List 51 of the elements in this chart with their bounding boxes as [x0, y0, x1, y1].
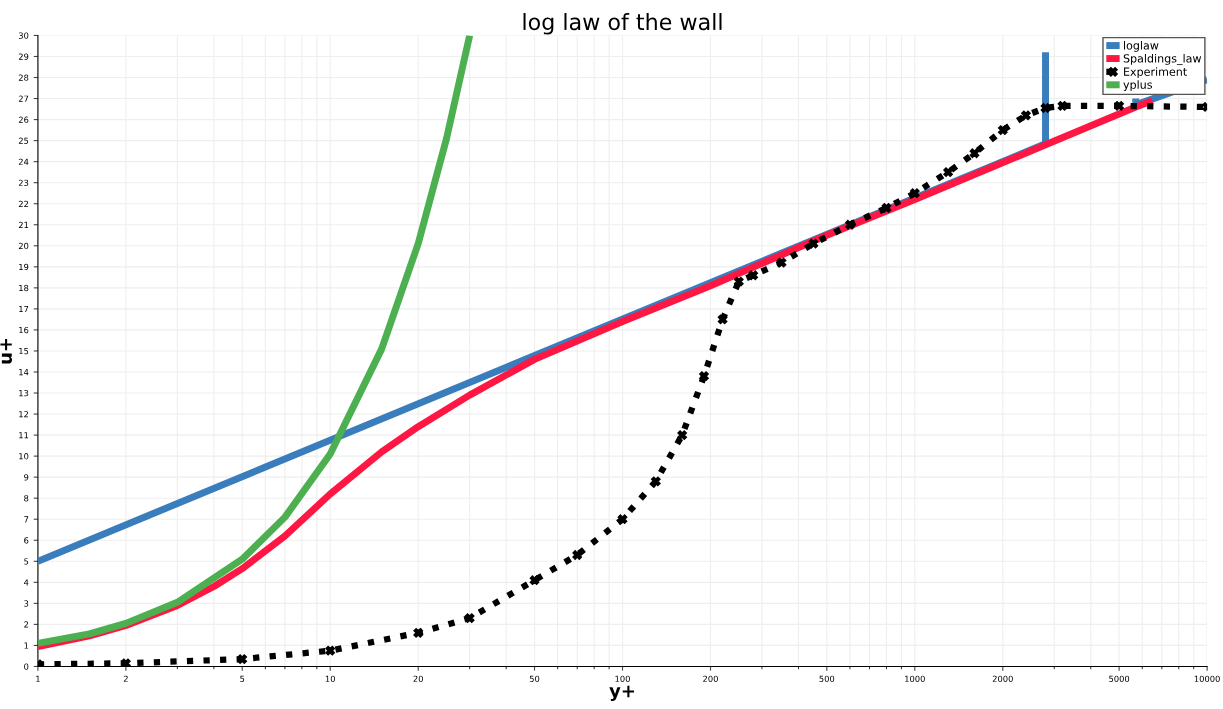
y-tick-label: 9 [24, 474, 29, 481]
y-tick-label: 3 [24, 600, 29, 607]
y-tick-label: 7 [24, 516, 29, 523]
legend-label: Experiment [1124, 67, 1187, 79]
y-tick-label: 11 [19, 432, 29, 439]
y-tick-label: 27 [18, 95, 29, 102]
y-tick-label: 30 [18, 32, 29, 39]
y-tick-label: 21 [18, 221, 29, 228]
legend-label: loglaw [1124, 41, 1159, 52]
y-tick-label: 2 [24, 621, 29, 628]
x-tick-label: 2000 [992, 675, 1013, 682]
y-tick-label: 8 [24, 495, 29, 502]
x-tick-label: 10 [325, 675, 335, 682]
y-tick-label: 26 [18, 116, 29, 123]
x-tick-label: 1 [36, 675, 40, 682]
y-tick-label: 4 [23, 579, 29, 586]
y-tick-label: 15 [19, 348, 29, 355]
chart-title: log law of the wall [523, 13, 722, 35]
y-tick-label: 23 [18, 179, 29, 186]
y-tick-label: 12 [19, 411, 29, 418]
y-tick-label: 0 [24, 663, 29, 670]
y-tick-label: 22 [18, 200, 29, 207]
legend-label: yplus [1123, 80, 1152, 91]
y-tick-label: 24 [18, 158, 29, 165]
y-axis-title: u+ [0, 338, 13, 364]
y-tick-label: 5 [24, 558, 29, 565]
x-tick-label: 20 [413, 675, 423, 682]
x-axis-title: y+ [609, 685, 635, 702]
x-tick-label: 2 [123, 675, 128, 682]
x-tick-label: 5000 [1109, 675, 1130, 682]
y-tick-label: 16 [19, 326, 29, 334]
y-tick-label: 6 [24, 537, 29, 544]
y-tick-label: 29 [18, 53, 29, 60]
y-tick-label: 1 [24, 642, 29, 649]
x-tick-label: 200 [703, 675, 718, 682]
y-tick-label: 17 [19, 305, 29, 313]
y-tick-label: 20 [18, 242, 29, 250]
y-tick-label: 14 [19, 369, 29, 376]
y-tick-label: 10 [19, 453, 29, 460]
x-tick-label: 100 [615, 675, 630, 682]
legend-label: Spaldings_law [1123, 53, 1202, 66]
y-tick-label: 18 [19, 284, 29, 292]
x-tick-label: 5 [240, 675, 245, 682]
x-tick-label: 1000 [905, 675, 925, 682]
y-tick-label: 19 [19, 263, 29, 271]
x-tick-label: 50 [529, 675, 540, 682]
y-tick-label: 25 [18, 137, 29, 144]
y-tick-label: 13 [19, 390, 29, 397]
y-tick-label: 28 [18, 74, 29, 81]
x-tick-label: 10000 [1194, 675, 1220, 682]
x-tick-label: 500 [819, 675, 835, 682]
